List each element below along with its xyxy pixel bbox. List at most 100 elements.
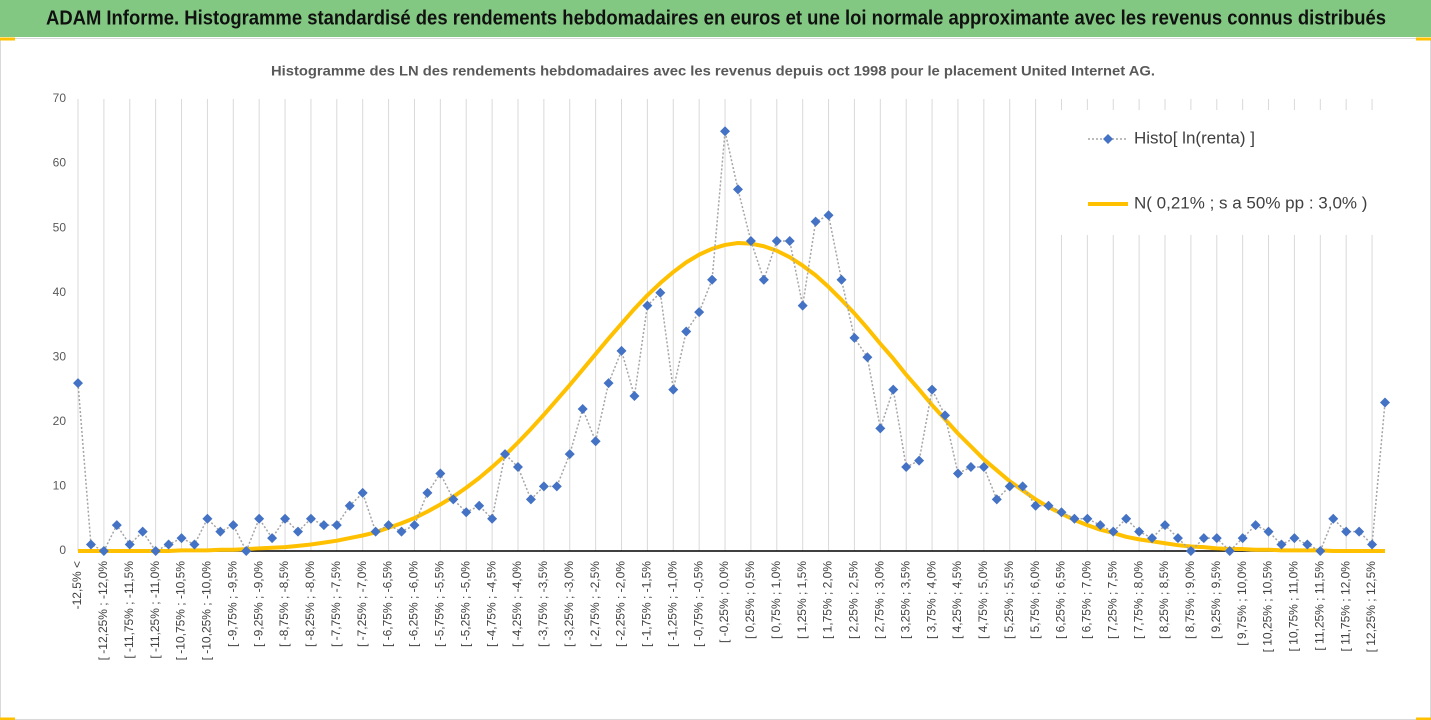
data-point [1224, 546, 1235, 556]
data-point [1082, 513, 1093, 524]
data-point [707, 274, 718, 285]
x-tick-label: [ -7,75% ; -7,5% [329, 561, 343, 647]
data-point [344, 500, 355, 511]
data-point [215, 526, 226, 537]
data-point [1211, 533, 1222, 544]
data-point [228, 520, 239, 531]
data-point [1056, 507, 1067, 518]
data-point [292, 526, 303, 537]
data-point [357, 487, 368, 498]
data-point [1160, 520, 1171, 531]
data-point [810, 216, 821, 227]
x-tick-label: -12,5% < [70, 561, 84, 609]
data-point [1185, 546, 1196, 556]
data-point [98, 546, 109, 556]
data-point [927, 384, 938, 395]
x-tick-label: [ -10,75% ; -10,5% [174, 561, 188, 661]
x-tick-label: [ -9,75% ; -9,5% [225, 561, 239, 647]
x-tick-label: [ -12,25% ; -12,0% [96, 561, 110, 661]
data-point [318, 520, 329, 531]
data-point [616, 345, 627, 356]
data-point [435, 468, 446, 479]
x-tick-label: [ -7,25% ; -7,0% [355, 561, 369, 647]
data-point [564, 449, 575, 460]
x-tick-label: [ -0,75% ; -0,5% [691, 561, 705, 647]
x-tick-label: [ 2,75% ; 3,0% [872, 561, 886, 639]
data-point [590, 436, 601, 447]
legend-box [1058, 110, 1385, 235]
x-tick-label: [ 6,75% ; 7,0% [1080, 561, 1094, 639]
data-point [241, 546, 252, 556]
x-tick-label: [ 8,75% ; 9,0% [1183, 561, 1197, 639]
data-point [681, 326, 692, 337]
data-point [836, 274, 847, 285]
plot [73, 126, 1390, 556]
data-point [1017, 481, 1028, 492]
x-tick-label: [ 3,75% ; 4,0% [924, 561, 938, 639]
data-point [1095, 520, 1106, 531]
data-point [1302, 539, 1313, 550]
grid: -12,5% < [ -12,25% ; -12,0% [ -11,75% ; -1… [53, 91, 1385, 660]
x-tick-label: [ 6,25% ; 6,5% [1054, 561, 1068, 639]
y-tick-label: 0 [59, 543, 66, 557]
data-point [1328, 513, 1339, 524]
data-point [396, 526, 407, 537]
data-point [1004, 481, 1015, 492]
data-point [1147, 533, 1158, 544]
header-band [0, 0, 1431, 37]
data-point [305, 513, 316, 524]
data-point [1263, 526, 1274, 537]
x-tick-label: [ -6,75% ; -6,5% [381, 561, 395, 647]
data-point [901, 462, 912, 473]
data-point [512, 462, 523, 473]
corner-marks [0, 37, 1431, 720]
x-tick-label: [ 1,25% ; 1,5% [795, 561, 809, 639]
data-point [189, 539, 200, 550]
x-tick-label: [ 5,75% ; 6,0% [1028, 561, 1042, 639]
x-tick-label: [ -11,25% ; -11,0% [148, 561, 162, 659]
data-point [370, 526, 381, 537]
legend: Histo[ ln(renta) ] N( 0,21% ; s a 50% pp … [1058, 110, 1385, 235]
data-point [862, 352, 873, 363]
y-tick-label: 20 [53, 414, 67, 428]
data-point [1198, 533, 1209, 544]
chart-title: Histogramme des LN des rendements hebdom… [271, 63, 1155, 79]
data-point [202, 513, 213, 524]
x-tick-label: [ -6,25% ; -6,0% [407, 561, 421, 647]
legend-label: Histo[ ln(renta) ] [1134, 128, 1255, 147]
data-point [461, 507, 472, 518]
data-point [758, 274, 769, 285]
data-point [1043, 500, 1054, 511]
data-point [875, 423, 886, 434]
data-point [965, 462, 976, 473]
x-tick-label: [ -3,75% ; -3,5% [536, 561, 550, 647]
x-tick-label: [ 0,75% ; 1,0% [769, 561, 783, 639]
data-point [629, 391, 640, 402]
data-point [991, 494, 1002, 505]
data-point [720, 126, 731, 137]
data-point [254, 513, 265, 524]
x-tick-label: [ 10,75% ; 11,0% [1287, 561, 1301, 652]
data-point [1134, 526, 1145, 537]
data-point [448, 494, 459, 505]
x-tick-label: [ 7,25% ; 7,5% [1105, 561, 1119, 639]
data-point [668, 384, 679, 395]
data-point [280, 513, 291, 524]
y-tick-label: 70 [53, 91, 67, 105]
data-point [383, 520, 394, 531]
y-tick-label: 60 [53, 156, 67, 170]
data-point [85, 539, 96, 550]
data-point [163, 539, 174, 550]
data-point [694, 307, 705, 318]
x-tick-label: [ -3,25% ; -3,0% [562, 561, 576, 647]
data-point [267, 533, 278, 544]
data-point [551, 481, 562, 492]
y-tick-label: 30 [53, 349, 67, 363]
header-title: ADAM Informe. Histogramme standardisé de… [46, 7, 1386, 29]
data-point [940, 410, 951, 421]
data-point [732, 184, 743, 195]
x-tick-label: [ -1,75% ; -1,5% [640, 561, 654, 647]
x-tick-label: [ 2,25% ; 2,5% [847, 561, 861, 639]
x-tick-label: [ 9,75% ; 10,0% [1235, 561, 1249, 646]
